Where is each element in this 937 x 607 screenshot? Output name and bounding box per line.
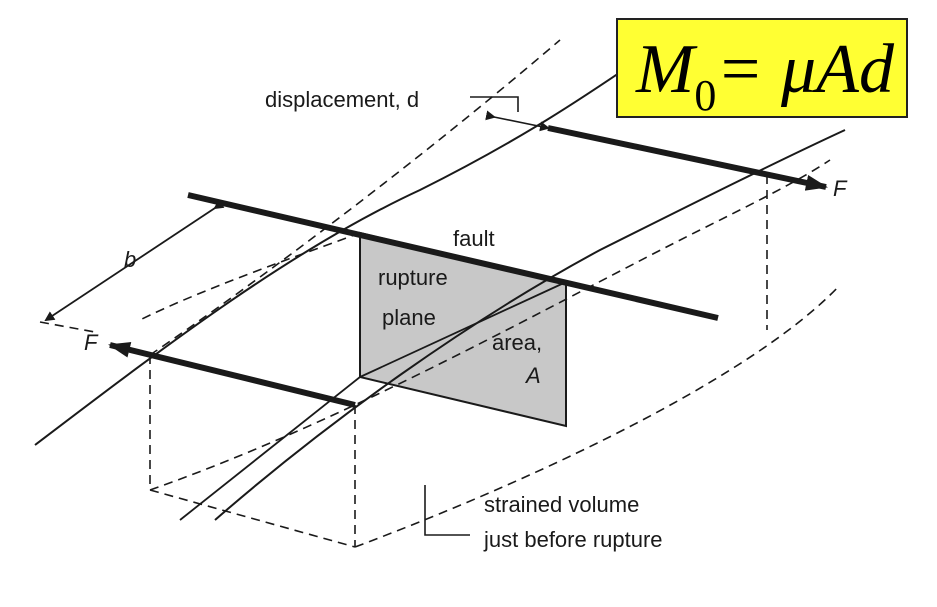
- area-label-line2: A: [524, 363, 541, 388]
- displacement-leader: [470, 96, 519, 112]
- b-label: b: [124, 247, 136, 272]
- displacement-arrow: [485, 110, 550, 132]
- force-left-label: F: [84, 330, 99, 355]
- equation-subscript: 0: [694, 71, 717, 120]
- strained-curve-upper: [34, 51, 651, 446]
- area-label-line1: area,: [492, 330, 542, 355]
- strained-curve-lower: [214, 129, 846, 521]
- equation-lhs: M: [636, 31, 695, 108]
- equation-box: M0= μAd: [616, 18, 908, 120]
- diagonal-across-plane: [359, 281, 567, 378]
- force-right-label: F: [833, 176, 848, 201]
- fault-line: [187, 192, 719, 321]
- fault-label: fault: [453, 226, 495, 251]
- rupture-plane-label-line2: plane: [382, 305, 436, 330]
- b-dimension-arrow: [44, 199, 225, 322]
- rupture-plane-label-line1: rupture: [378, 265, 448, 290]
- strained-volume-label-line1: strained volume: [484, 492, 639, 517]
- equation-rhs: = μAd: [716, 31, 894, 108]
- strained-volume-outline: [39, 39, 841, 548]
- moment-equation: M0= μAd: [636, 26, 894, 122]
- displacement-label: displacement, d: [265, 87, 419, 112]
- strained-volume-label-line2: just before rupture: [483, 527, 663, 552]
- lower-displaced-line: [108, 341, 356, 408]
- upper-displaced-line: [547, 125, 828, 191]
- strained-volume-leader: [424, 485, 470, 536]
